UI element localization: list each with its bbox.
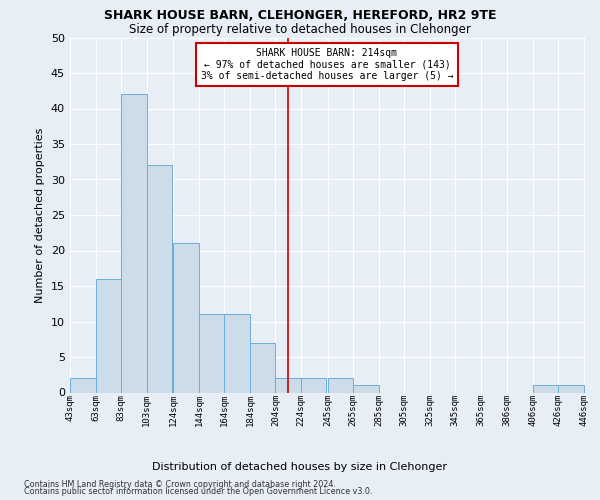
Bar xyxy=(250,343,275,392)
Text: Distribution of detached houses by size in Clehonger: Distribution of detached houses by size … xyxy=(152,462,448,472)
Bar xyxy=(558,386,584,392)
Bar xyxy=(301,378,326,392)
Bar xyxy=(70,378,96,392)
Text: Size of property relative to detached houses in Clehonger: Size of property relative to detached ho… xyxy=(129,22,471,36)
Text: SHARK HOUSE BARN, CLEHONGER, HEREFORD, HR2 9TE: SHARK HOUSE BARN, CLEHONGER, HEREFORD, H… xyxy=(104,9,496,22)
Bar xyxy=(275,378,301,392)
Bar xyxy=(353,386,379,392)
Text: Contains public sector information licensed under the Open Government Licence v3: Contains public sector information licen… xyxy=(24,488,373,496)
Y-axis label: Number of detached properties: Number of detached properties xyxy=(35,128,45,302)
Bar xyxy=(224,314,250,392)
Bar xyxy=(199,314,224,392)
Bar xyxy=(533,386,558,392)
Text: SHARK HOUSE BARN: 214sqm
← 97% of detached houses are smaller (143)
3% of semi-d: SHARK HOUSE BARN: 214sqm ← 97% of detach… xyxy=(200,48,454,82)
Bar xyxy=(121,94,147,393)
Bar xyxy=(96,279,121,392)
Bar xyxy=(173,244,199,392)
Text: Contains HM Land Registry data © Crown copyright and database right 2024.: Contains HM Land Registry data © Crown c… xyxy=(24,480,336,489)
Bar xyxy=(328,378,353,392)
Bar xyxy=(147,166,172,392)
